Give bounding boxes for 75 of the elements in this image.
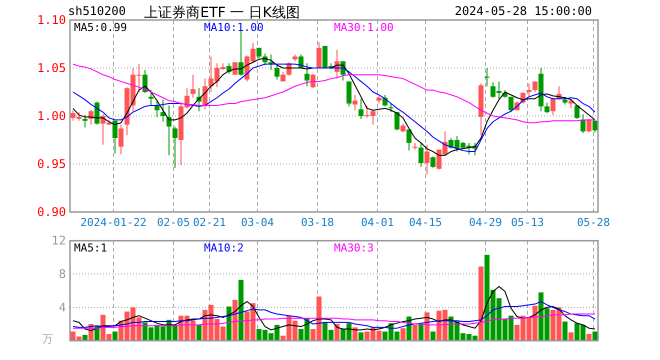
text: MA5:1: [74, 242, 108, 255]
bar: [592, 332, 598, 341]
line-series: [72, 314, 596, 329]
bar: [112, 332, 118, 341]
y-tick-label: 1.10: [37, 13, 66, 27]
bar: [238, 280, 244, 341]
bar: [226, 306, 232, 341]
candlestick: [310, 73, 316, 89]
bar: [196, 324, 202, 341]
bar: [418, 324, 424, 341]
bar: [568, 332, 574, 341]
bar: [586, 334, 592, 341]
y-tick-label: 0.95: [37, 157, 66, 171]
candlestick: [550, 98, 556, 116]
candlestick: [592, 119, 598, 133]
candlestick: [190, 74, 196, 98]
x-tick-label: 02-21: [192, 216, 226, 229]
y-tick-label: 1.00: [37, 109, 66, 123]
x-tick-label: 03-18: [300, 216, 334, 229]
text: 2024-05-28 15:00:00: [454, 4, 592, 18]
bar: [412, 324, 418, 341]
bar: [562, 322, 568, 341]
candlestick: [580, 114, 586, 134]
y-tick-label: 0.90: [37, 205, 66, 219]
x-tick-label: 05-28: [576, 216, 610, 229]
line-series: [72, 301, 596, 329]
bar: [400, 328, 406, 341]
candlestick: [112, 120, 118, 154]
y-tick-label: 8: [58, 267, 66, 282]
y-tick-label: 1.05: [37, 61, 66, 75]
x-tick-label: 02-05: [156, 216, 190, 229]
text: MA10:2: [204, 242, 244, 255]
candlestick: [544, 102, 550, 114]
x-tick-label: 04-29: [468, 216, 502, 229]
candlestick: [394, 112, 400, 131]
candlestick: [88, 110, 94, 126]
candlestick: [160, 99, 166, 122]
chart-title: 上证券商ETF 一 日K线图: [144, 5, 300, 21]
candlestick: [274, 64, 280, 80]
candlestick: [508, 96, 514, 113]
candlestick: [172, 126, 178, 168]
x-tick-label: 2024-01-22: [80, 216, 147, 229]
candlestick: [418, 142, 424, 168]
candlestick: [82, 114, 88, 128]
bar: [232, 300, 238, 341]
candlestick: [280, 71, 286, 82]
candlestick: [316, 42, 322, 68]
x-tick-label: 03-04: [240, 216, 274, 229]
text: 万: [42, 332, 53, 346]
candlestick: [526, 82, 532, 98]
candlestick: [304, 62, 310, 87]
candlestick: [406, 128, 412, 152]
x-tick-label: 04-01: [360, 216, 394, 229]
candlestick: [358, 98, 364, 120]
bar: [430, 332, 436, 341]
x-tick-label: 04-15: [408, 216, 442, 229]
y-tick-label: 4: [58, 300, 66, 314]
candlestick: [586, 118, 592, 133]
candlestick: [346, 80, 352, 107]
candlestick: [574, 104, 580, 120]
text: MA5:0.99: [74, 21, 127, 34]
candlestick: [484, 68, 490, 87]
candlestick: [352, 94, 358, 111]
text: MA30:1.00: [334, 21, 394, 34]
bar: [358, 332, 364, 341]
candlestick: [118, 124, 124, 155]
text: MA30:3: [334, 242, 374, 255]
line-series: [72, 286, 596, 332]
text: sh510200: [68, 4, 126, 18]
candlestick: [430, 156, 436, 168]
bar: [478, 266, 484, 341]
text: MA10:1.00: [204, 21, 264, 34]
y-tick-label: 12: [52, 234, 66, 248]
x-tick-label: 05-13: [510, 216, 544, 229]
candlestick: [424, 144, 430, 176]
